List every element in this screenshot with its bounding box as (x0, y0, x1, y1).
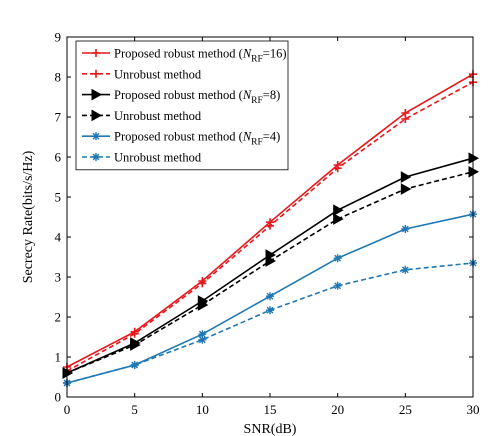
data-point (265, 255, 277, 267)
x-axis-title: SNR(dB) (244, 422, 297, 436)
x-tick-label: 5 (131, 402, 138, 417)
legend-entry: Proposed robust method (NRF=16) (82, 47, 287, 65)
legend-box (75, 40, 289, 171)
data-point (266, 306, 274, 315)
y-tick-label: 8 (55, 70, 62, 85)
x-tick-label: 25 (399, 402, 412, 417)
legend-label-main: Unrobust method (114, 151, 202, 165)
data-point (266, 292, 274, 301)
legend-label-main: Proposed robust method ( (114, 130, 243, 144)
legend-label-tail: =8) (263, 88, 280, 102)
legend-label: Unrobust method (114, 151, 202, 165)
legend-label-main: Proposed robust method ( (114, 88, 243, 102)
legend-label: Unrobust method (114, 67, 202, 81)
legend-label-symbol: N (242, 47, 252, 61)
legend-label: Proposed robust method (NRF=16) (114, 47, 287, 65)
y-tick-label: 5 (55, 190, 62, 205)
x-tick-label: 30 (467, 402, 480, 417)
data-point (197, 299, 209, 311)
legend-entry: Proposed robust method (NRF=4) (82, 130, 280, 148)
data-point (401, 225, 410, 233)
x-tick-label: 20 (331, 402, 344, 417)
legend-label-tail: =4) (263, 130, 280, 144)
y-axis-title: Secrecy Rate(bits/s/Hz) (21, 150, 36, 283)
legend-label-main: Unrobust method (114, 109, 202, 123)
x-tick-label: 15 (264, 402, 277, 417)
y-tick-label: 0 (55, 390, 62, 405)
legend-marker (92, 153, 100, 161)
y-tick-label: 7 (55, 110, 62, 125)
data-point (198, 335, 207, 344)
data-point (198, 330, 207, 339)
data-point (130, 361, 139, 369)
legend-marker (92, 132, 100, 141)
x-tick-label: 10 (196, 402, 209, 417)
legend: Proposed robust method (NRF=16)Unrobust … (75, 40, 289, 171)
legend-entry: Unrobust method (82, 151, 202, 165)
y-tick-label: 6 (55, 150, 62, 165)
legend-label-main: Proposed robust method ( (114, 47, 243, 61)
series-layer (62, 70, 480, 387)
legend-label: Proposed robust method (NRF=4) (114, 130, 280, 148)
data-point (130, 329, 139, 338)
y-tick-label: 1 (55, 350, 62, 365)
legend-marker (91, 109, 103, 122)
data-point (130, 339, 141, 351)
legend-label-subscript: RF (251, 138, 263, 148)
legend-label: Proposed robust method (NRF=8) (114, 88, 280, 106)
legend-label-subscript: RF (251, 96, 263, 106)
legend-entry: Proposed robust method (NRF=8) (82, 88, 280, 106)
legend-label-symbol: N (242, 88, 252, 102)
legend-label: Unrobust method (114, 109, 202, 123)
data-point (333, 213, 344, 225)
y-tick-label: 2 (55, 310, 62, 325)
data-point (198, 279, 207, 288)
data-point (400, 183, 412, 195)
data-point (333, 164, 342, 173)
data-point (333, 204, 344, 217)
legend-marker (92, 49, 100, 57)
axis-layer: 0 5 10 15 20 25 30 0 1 2 3 4 5 6 7 8 9 (55, 30, 480, 418)
legend-label-symbol: N (242, 130, 252, 144)
legend-label-subscript: RF (251, 55, 263, 65)
legend-label-tail: =16) (263, 47, 287, 61)
y-tick-label: 9 (55, 30, 62, 45)
legend-entry: Unrobust method (82, 109, 202, 123)
x-tick-label: 0 (64, 402, 71, 417)
data-point (400, 171, 412, 183)
legend-marker (91, 88, 103, 101)
data-point (333, 254, 342, 263)
data-point (333, 281, 342, 290)
y-tick-label: 3 (55, 270, 62, 285)
data-point (401, 265, 410, 274)
data-point (266, 221, 274, 230)
legend-label-main: Unrobust method (114, 67, 202, 81)
legend-marker (92, 69, 100, 78)
data-point (401, 115, 410, 123)
y-tick-label: 4 (55, 230, 62, 245)
legend-entry: Unrobust method (82, 67, 202, 81)
